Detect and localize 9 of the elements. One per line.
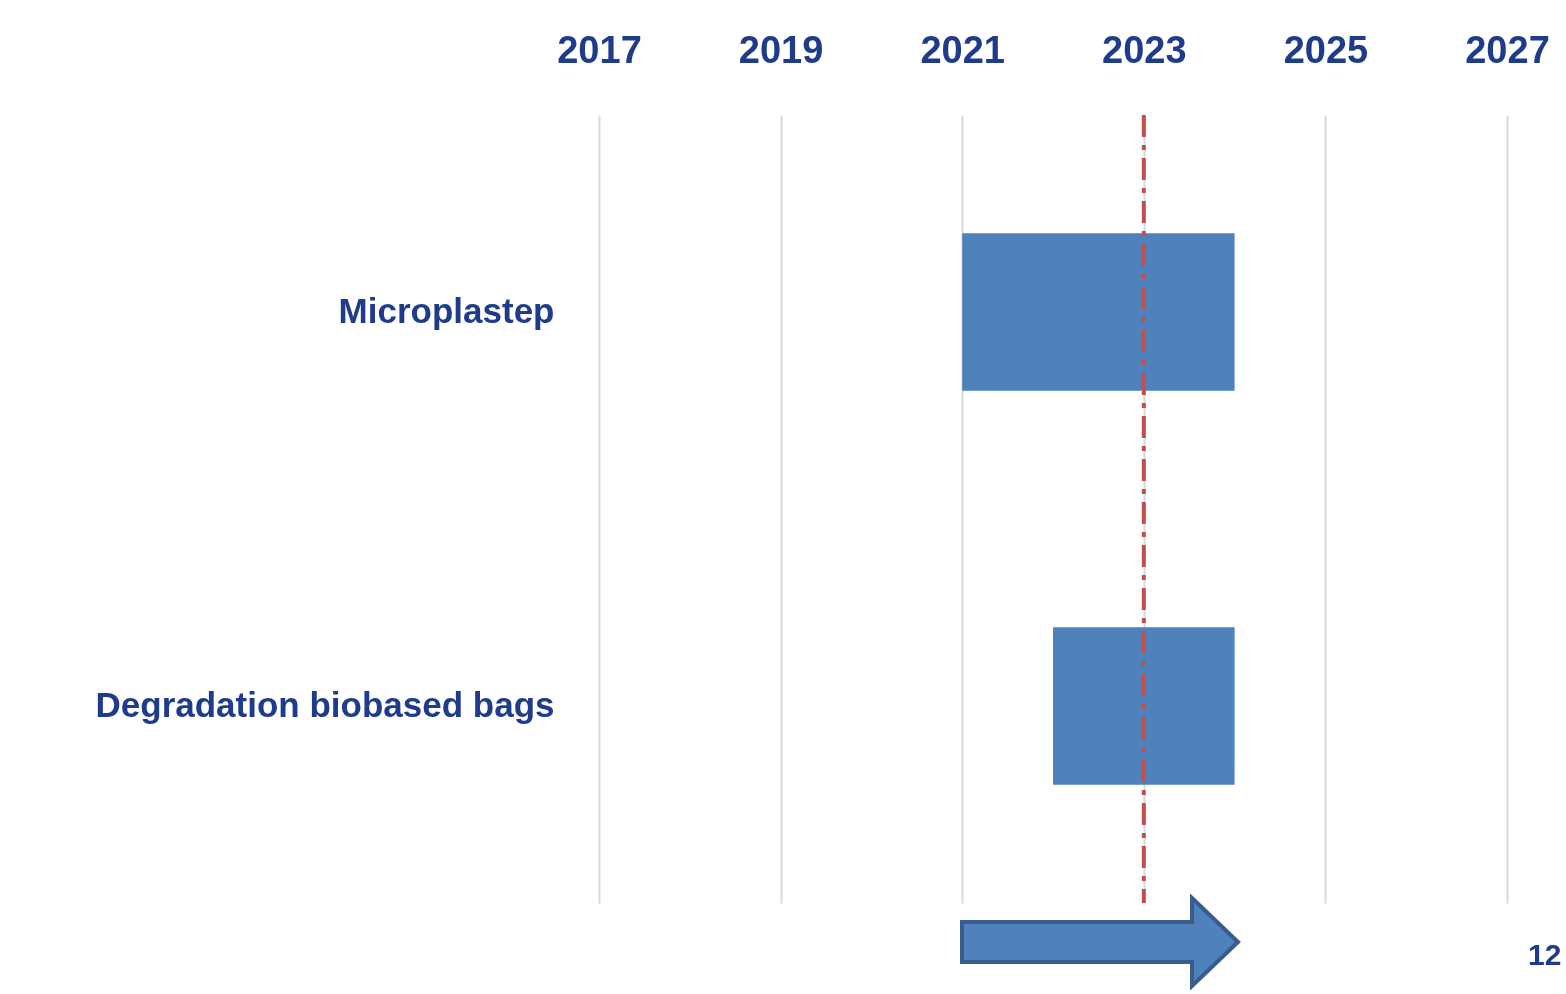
x-tick-label: 2023 — [1102, 28, 1187, 71]
x-tick-label: 2017 — [557, 28, 642, 71]
x-tick-label: 2019 — [738, 28, 824, 71]
y-tick-label: Degradation biobased bags — [95, 685, 555, 724]
y-tick-label: Microplastep — [338, 291, 555, 330]
x-tick-label: 2021 — [920, 28, 1005, 71]
x-tick-label: 2027 — [1465, 28, 1550, 71]
text: 12 — [1528, 938, 1562, 972]
x-tick-label: 2025 — [1283, 28, 1369, 71]
